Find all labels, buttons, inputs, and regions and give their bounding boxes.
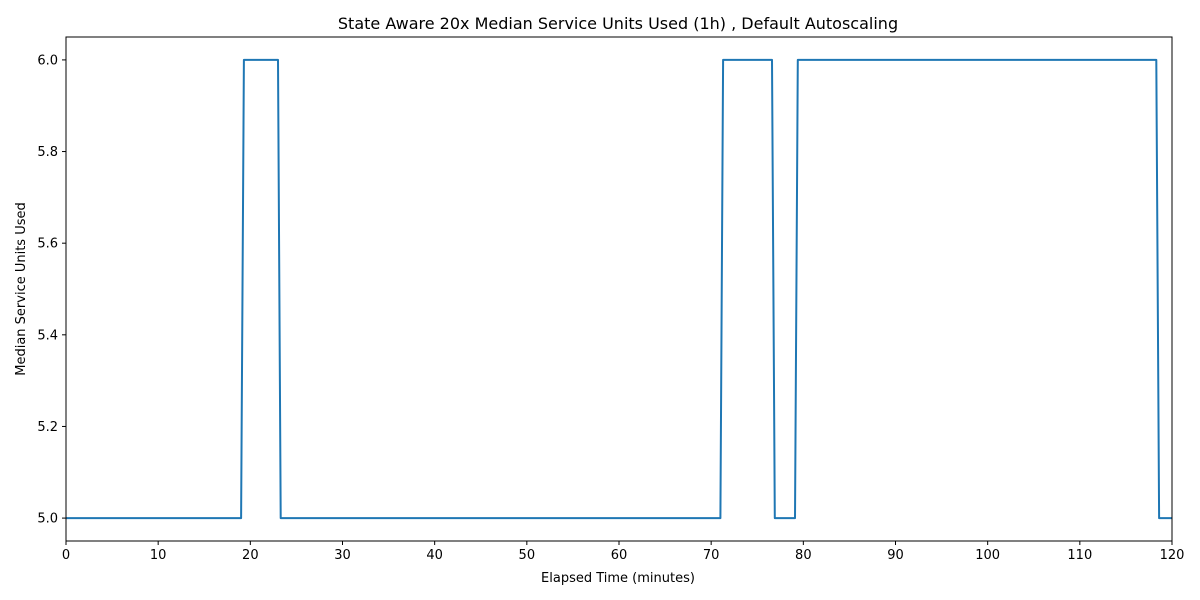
x-axis: 0 10 20 30 40 50 60 70 80 90 100 110 120 [62, 541, 1185, 563]
plot-frame [65, 36, 1173, 542]
x-tick-label: 90 [887, 548, 904, 563]
y-tick-label: 5.8 [37, 145, 58, 160]
x-tick-label: 50 [519, 548, 536, 563]
y-tick-label: 6.0 [37, 53, 58, 68]
plot-area [65, 36, 1173, 542]
x-tick-label: 20 [242, 548, 259, 563]
x-tick-label: 80 [795, 548, 812, 563]
x-tick-label: 40 [426, 548, 443, 563]
x-axis-title: Elapsed Time (minutes) [541, 571, 695, 586]
x-tick-label: 70 [703, 548, 720, 563]
x-tick-label: 110 [1067, 548, 1092, 563]
x-tick-label: 120 [1160, 548, 1185, 563]
x-tick-label: 60 [611, 548, 628, 563]
series-line-0 [66, 58, 1172, 520]
chart-title: State Aware 20x Median Service Units Use… [338, 14, 898, 33]
y-tick-label: 5.6 [37, 237, 58, 252]
y-axis-title: Median Service Units Used [14, 202, 29, 376]
y-tick-label: 5.2 [37, 420, 58, 435]
x-tick-label: 0 [62, 548, 70, 563]
x-tick-label: 30 [334, 548, 351, 563]
y-axis: 5.0 5.2 5.4 5.6 5.8 6.0 [37, 53, 66, 527]
y-tick-label: 5.0 [37, 512, 58, 527]
x-tick-label: 100 [975, 548, 1000, 563]
y-tick-label: 5.4 [37, 328, 58, 343]
x-tick-label: 10 [150, 548, 167, 563]
